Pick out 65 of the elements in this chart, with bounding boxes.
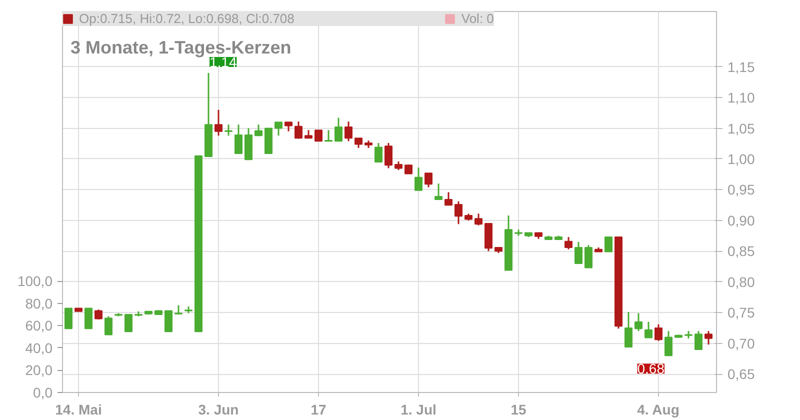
candlestick: [654, 324, 662, 342]
candlestick: [164, 310, 172, 332]
candlestick: [174, 304, 182, 316]
y-tick-label: 0,65: [728, 366, 755, 382]
candlestick: [104, 316, 112, 336]
candlestick: [64, 308, 72, 330]
candlestick: [564, 236, 572, 250]
y-tick-label: 0,70: [728, 335, 755, 352]
candlestick: [274, 121, 282, 136]
candlestick: [234, 124, 242, 154]
y-tick-label: 0,95: [728, 182, 755, 198]
y-tick-label: 0,85: [728, 243, 755, 260]
legend-label: Op:0.715, Hi:0.72, Lo:0.698, Cl:0.708: [79, 11, 294, 26]
candlestick: [344, 120, 352, 142]
x-tick-label: 17: [310, 402, 326, 418]
candlestick: [124, 314, 132, 332]
y-tick-label: 0,90: [728, 212, 755, 228]
candlestick: [704, 330, 712, 346]
y-tick-label: 0,75: [728, 304, 755, 321]
candlestick: [254, 124, 262, 136]
candlestick: [454, 200, 462, 225]
y2-tick-label: 80,0: [25, 295, 53, 312]
y-tick-label: 0,80: [728, 274, 755, 290]
annotation: 0,68: [637, 360, 665, 377]
legend-label: Vol: 0: [461, 11, 494, 26]
candlestick: [94, 308, 102, 320]
candlestick: [374, 142, 382, 163]
candlestick: [354, 137, 362, 149]
y2-tick-label: 0,0: [33, 384, 53, 400]
x-tick-label: 1. Jul: [400, 402, 436, 418]
candlestick: [644, 321, 652, 339]
candlestick: [224, 124, 232, 136]
y2-tick-label: 60,0: [25, 318, 53, 334]
candlestick: [384, 142, 392, 169]
y-tick-label: 1,00: [728, 150, 755, 167]
candlestick: [474, 212, 482, 226]
candlestick: [574, 241, 582, 264]
y-tick-label: 1,10: [728, 90, 755, 106]
candlestick: [294, 120, 302, 140]
candlestick: [624, 311, 632, 348]
y-tick-label: 1,15: [728, 58, 755, 75]
candlestick: [444, 191, 452, 206]
candlestick: [284, 121, 292, 132]
candlestick: [214, 109, 222, 136]
candlestick: [664, 330, 672, 356]
candlestick: [324, 129, 332, 142]
candlestick: [434, 182, 442, 200]
x-tick-label: 15: [510, 402, 526, 418]
x-tick-label: 14. Mai: [55, 402, 102, 418]
candlestick: [414, 166, 422, 192]
candlestick: [404, 164, 412, 174]
x-tick-label: 3. Jun: [198, 402, 239, 418]
y2-tick-label: 100,0: [17, 273, 53, 290]
candlestick: [424, 172, 432, 188]
y2-tick-label: 40,0: [25, 340, 53, 356]
candlestick: [334, 117, 342, 142]
candlestick: [604, 236, 612, 252]
y2-tick-label: 20,0: [25, 362, 53, 378]
candlestick: [84, 308, 92, 330]
y-tick-label: 1,05: [728, 120, 755, 136]
candlestick: [584, 244, 592, 269]
candlestick: [694, 330, 702, 350]
x-tick-label: 4. Aug: [637, 402, 680, 418]
candlestick: [314, 130, 322, 142]
candlestick: [634, 312, 642, 332]
